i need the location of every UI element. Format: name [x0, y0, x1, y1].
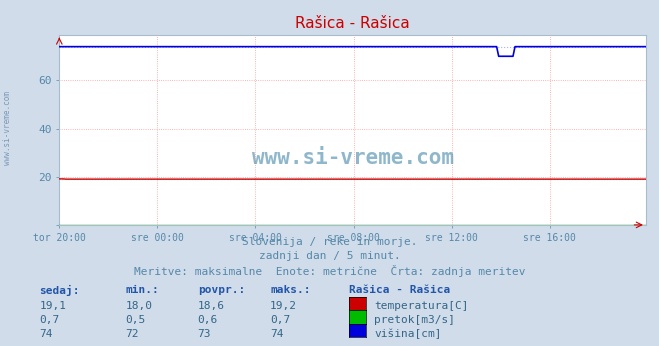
Text: 18,0: 18,0 [125, 301, 152, 311]
Text: Slovenija / reke in morje.: Slovenija / reke in morje. [242, 237, 417, 247]
Text: 0,7: 0,7 [40, 315, 60, 325]
Text: višina[cm]: višina[cm] [374, 329, 442, 339]
Text: Meritve: maksimalne  Enote: metrične  Črta: zadnja meritev: Meritve: maksimalne Enote: metrične Črta… [134, 265, 525, 277]
Text: sedaj:: sedaj: [40, 285, 80, 297]
Text: www.si-vreme.com: www.si-vreme.com [252, 148, 453, 168]
Text: 74: 74 [40, 329, 53, 339]
Text: 0,6: 0,6 [198, 315, 218, 325]
Text: 72: 72 [125, 329, 138, 339]
Text: min.:: min.: [125, 285, 159, 295]
Text: Rašica - Rašica: Rašica - Rašica [349, 285, 451, 295]
Text: www.si-vreme.com: www.si-vreme.com [3, 91, 13, 165]
Text: 19,1: 19,1 [40, 301, 67, 311]
Text: 0,7: 0,7 [270, 315, 291, 325]
Title: Rašica - Rašica: Rašica - Rašica [295, 16, 410, 31]
Text: 0,5: 0,5 [125, 315, 146, 325]
Text: 74: 74 [270, 329, 283, 339]
Text: maks.:: maks.: [270, 285, 310, 295]
Text: zadnji dan / 5 minut.: zadnji dan / 5 minut. [258, 251, 401, 261]
Text: temperatura[C]: temperatura[C] [374, 301, 469, 311]
Text: povpr.:: povpr.: [198, 285, 245, 295]
Text: 18,6: 18,6 [198, 301, 225, 311]
Text: 73: 73 [198, 329, 211, 339]
Text: 19,2: 19,2 [270, 301, 297, 311]
Text: pretok[m3/s]: pretok[m3/s] [374, 315, 455, 325]
